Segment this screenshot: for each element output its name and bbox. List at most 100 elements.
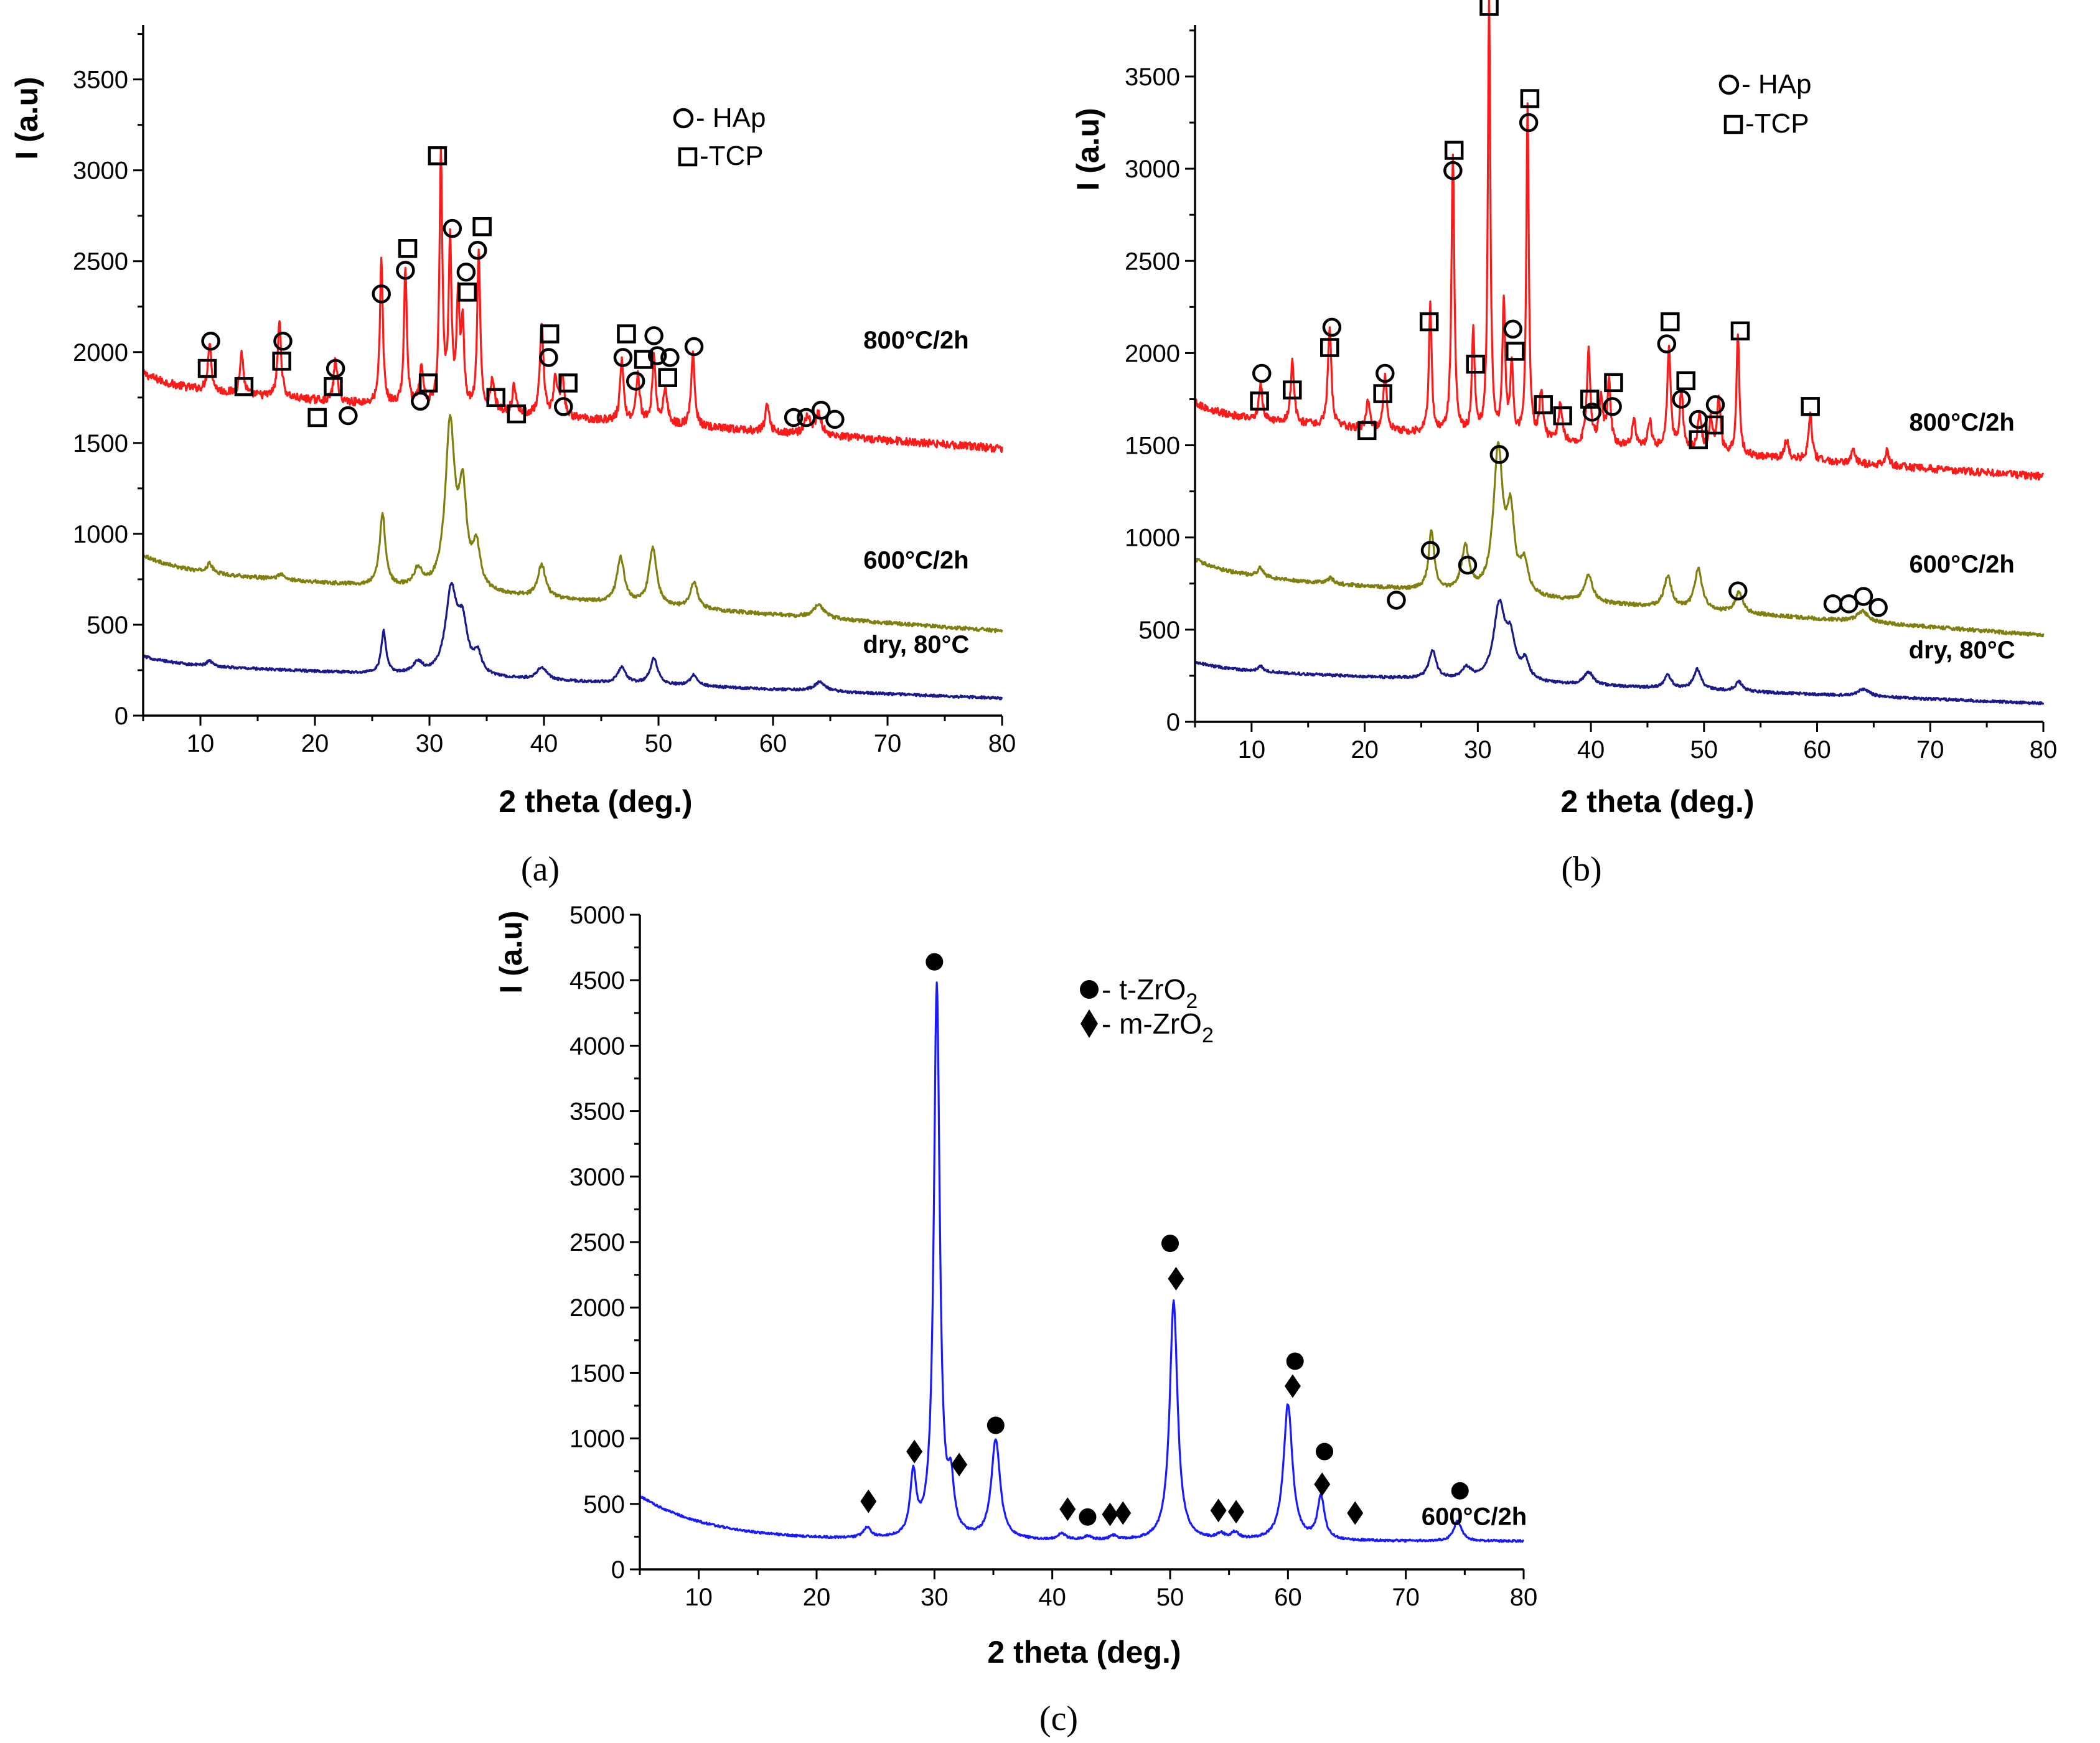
panel-c-y-tick-7: 3500 [570,1098,625,1126]
panel-a-y-tick-3: 1500 [73,430,128,457]
panel-b-marker-square-28 [1661,312,1680,332]
panel-b-marker-square-32 [1689,430,1708,449]
panel-c-y-tick-3: 1500 [570,1360,625,1387]
panel-a-series-label-0: 800°C/2h [863,327,968,354]
panel-c-legend-tzro2-marker [1080,980,1099,999]
panel-a-marker-circle-5 [326,358,345,378]
panel-a-marker-square-23 [540,324,560,343]
panel-c-marker-diamond-17 [1347,1501,1364,1525]
panel-b-marker-circle-3 [1322,317,1342,337]
panel-a-marker-circle-0 [201,332,220,351]
panel-c-x-tick-3: 40 [1038,1584,1066,1611]
panel-b-x-tick-7: 80 [2030,736,2058,764]
panel-b-y-tick-2: 1000 [1125,525,1180,552]
panel-a-y-tick-6: 3000 [73,157,128,185]
panel-a-series-line-2 [142,582,1003,701]
panel-c-y-tick-0: 0 [611,1556,625,1584]
panel-a-marker-circle-15 [443,218,462,238]
panel-b-marker-square-37 [1801,397,1820,416]
panel-b-marker-square-23 [1580,390,1600,409]
panel-a-y-tick-4: 2000 [73,339,128,367]
panel-b-marker-square-30 [1676,371,1695,391]
panel-c-ylabel: I (a.u) [494,910,528,993]
panel-a-x-tick-2: 30 [416,730,444,757]
panel-b-marker-circle-29 [1672,390,1691,409]
panel-c-marker-dot-13 [1286,1352,1304,1370]
panel-a-x-tick-7: 80 [988,730,1016,757]
panel-b-y-tick-7: 3500 [1125,63,1180,91]
panel-c-x-tick-1: 20 [803,1584,831,1611]
panel-b-marker-circle-41 [1868,598,1888,617]
panel-a-marker-circle-37 [812,401,831,420]
panel-c-legend-mzro2-marker [1080,1009,1098,1038]
panel-b-marker-square-36 [1730,321,1750,341]
panel-a-marker-circle-9 [372,284,391,304]
panel-c-legend: - t-ZrO2 - m-ZrO2 [1080,973,1214,1047]
panel-a-marker-circle-26 [613,348,633,367]
panel-c-y-tick-9: 4500 [570,967,625,994]
panel-c-marker-dot-4 [987,1416,1005,1434]
panel-b-ylabel: I (a.u) [1071,108,1105,190]
panel-b-marker-square-11 [1444,141,1464,160]
panel-b-legend-tcp-label: -TCP [1745,108,1809,139]
panel-a-marker-circle-35 [784,408,804,428]
panel-b-marker-circle-40 [1854,587,1873,606]
panel-a-marker-square-14 [428,146,448,166]
panel-c-x-tick-6: 70 [1392,1584,1420,1611]
panel-b-marker-square-21 [1534,395,1553,414]
panel-c-marker-dot-18 [1451,1482,1469,1500]
panel-c-y-tick-4: 2000 [570,1294,625,1322]
panel-b-y-tick-6: 3000 [1125,156,1180,183]
panel-b-marker-circle-6 [1376,363,1395,383]
panel-c-marker-diamond-2 [906,1439,923,1464]
panel-a-y-tick-7: 3500 [73,67,128,94]
panel-b-marker-square-9 [1419,312,1439,332]
panel-b-legend-hap-label: - HAp [1741,69,1811,100]
panel-a-marker-circle-34 [684,337,704,357]
panel-a-marker-circle-16 [456,263,476,282]
panel-a-marker-circle-12 [411,391,430,411]
panel-a-marker-square-2 [234,377,254,396]
panel-a-marker-square-7 [307,408,327,428]
panel-a-y-tick-1: 500 [87,612,128,639]
panel-a-caption: (a) [521,850,560,889]
panel-c-caption: (c) [1039,1699,1078,1738]
panel-c-legend-mzro2-label: - m-ZrO2 [1102,1007,1214,1047]
panel-b-marker-square-15 [1479,0,1499,16]
panel-b-legend-hap-marker [1718,74,1740,95]
panel-b-x-tick-0: 10 [1238,736,1266,764]
panel-a-marker-square-13 [418,373,438,393]
panel-b-marker-square-2 [1283,380,1302,400]
panel-a-x-tick-0: 10 [187,730,215,757]
panel-c-marker-diamond-10 [1168,1266,1184,1291]
panel-b-caption: (b) [1561,850,1601,889]
panel-b-marker-square-1 [1250,391,1269,411]
panel-a-marker-square-20 [486,388,505,408]
panel-b-marker-square-22 [1553,406,1572,426]
panel-b-marker-square-7 [1373,384,1392,403]
panel-a-marker-circle-10 [396,261,415,280]
panel-c-x-tick-4: 50 [1156,1584,1184,1611]
panel-b-marker-circle-17 [1503,319,1522,339]
panel-b-marker-circle-16 [1489,445,1509,464]
panel-c-legend-mzro2-sub: 2 [1202,1024,1214,1047]
panel-a-marker-square-21 [507,404,527,424]
panel-b-series-label-1: 600°C/2h [1909,551,2014,578]
panel-b-y-tick-0: 0 [1166,709,1180,736]
panel-b-marker-circle-12 [1443,161,1463,180]
panel-b-marker-circle-10 [1420,541,1440,560]
panel-c-marker-diamond-16 [1314,1472,1331,1497]
panel-c-y-tick-5: 2500 [570,1229,625,1256]
panel-a-marker-square-27 [617,324,636,343]
panel-b-marker-circle-13 [1458,555,1478,575]
panel-b-legend: - HAp -TCP [1718,69,1811,139]
panel-a-marker-circle-18 [468,240,487,260]
panel-a-legend-hap-label: - HAp [696,103,766,133]
panel-c-marker-diamond-11 [1210,1498,1227,1523]
panel-b-marker-circle-20 [1519,113,1539,133]
panel-b-marker-square-18 [1506,342,1525,361]
panel-c-series-label-0: 600°C/2h [1422,1503,1527,1530]
panel-c-y-tick-2: 1000 [570,1426,625,1453]
panel-c-legend-tzro2-sub: 2 [1186,989,1198,1013]
